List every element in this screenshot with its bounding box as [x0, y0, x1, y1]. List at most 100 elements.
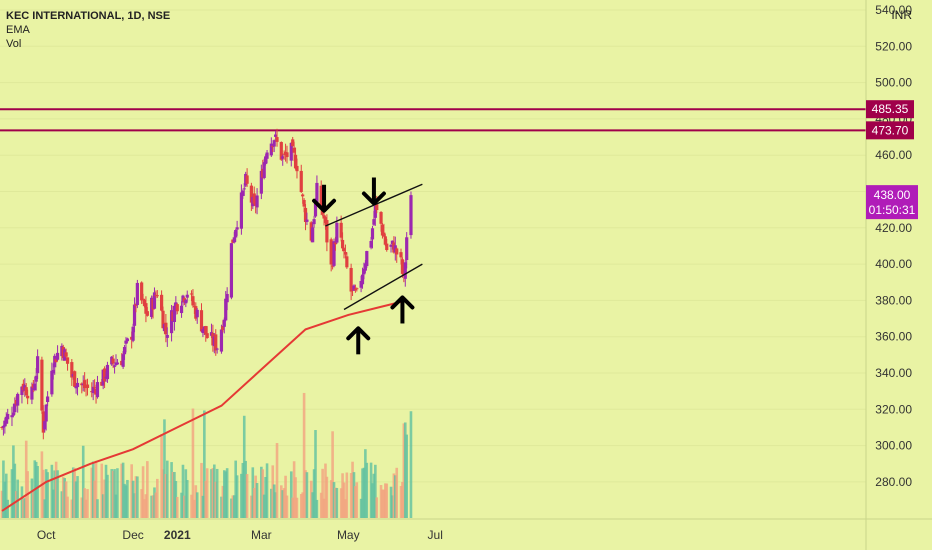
- candle-body: [385, 243, 389, 251]
- candle-body: [164, 322, 168, 335]
- x-tick-label: Jul: [428, 528, 443, 542]
- volume-bar: [194, 485, 198, 518]
- candle-body: [245, 175, 249, 184]
- volume-bar: [223, 470, 226, 518]
- volume-bar: [181, 464, 185, 518]
- volume-bar: [116, 468, 119, 518]
- level-price-label: 473.70: [872, 123, 909, 137]
- volume-bar: [4, 473, 8, 518]
- y-tick-label: 340.00: [875, 366, 912, 380]
- volume-bar: [120, 463, 123, 518]
- volume-bar: [20, 486, 24, 518]
- volume-bar: [364, 449, 367, 518]
- candle-body: [103, 368, 107, 382]
- candle-body: [403, 262, 407, 279]
- volume-bar: [382, 489, 386, 518]
- volume-bar: [265, 463, 269, 518]
- candle-body: [142, 299, 147, 307]
- volume-bar: [331, 431, 334, 518]
- x-tick-label: Mar: [251, 528, 272, 542]
- volume-bar: [123, 483, 126, 518]
- volume-bar: [86, 489, 89, 518]
- candle-body: [380, 224, 385, 236]
- y-tick-label: 520.00: [875, 39, 912, 53]
- volume-bar: [214, 481, 218, 518]
- candle-body: [10, 415, 14, 418]
- candle-body: [291, 139, 295, 147]
- candle-body: [312, 219, 316, 225]
- volume-bar: [355, 482, 359, 518]
- volume-bar: [22, 499, 25, 518]
- candle-body: [362, 268, 366, 275]
- volume-bar: [144, 494, 148, 518]
- volume-bar: [103, 479, 106, 518]
- candle-body: [272, 140, 276, 147]
- candle-body: [73, 371, 77, 387]
- volume-bar: [84, 499, 88, 518]
- volume-bar: [163, 419, 166, 518]
- candle-body: [281, 156, 285, 159]
- candle-body: [155, 295, 159, 297]
- volume-bar: [143, 499, 146, 518]
- volume-bar: [205, 468, 209, 518]
- candle-body: [13, 403, 17, 413]
- candle-body: [264, 156, 268, 164]
- volume-bar: [141, 466, 145, 518]
- candle-body: [26, 395, 30, 399]
- volume-bar: [332, 482, 336, 518]
- candle-body: [64, 352, 68, 357]
- arrow-down-icon: [361, 177, 386, 206]
- candle-body: [239, 192, 243, 229]
- candle-body: [4, 416, 8, 424]
- volume-bar: [385, 483, 389, 518]
- volume-bar: [121, 462, 125, 518]
- candle-body: [349, 267, 353, 292]
- volume-bar: [60, 491, 64, 518]
- candle-body: [85, 384, 90, 388]
- y-tick-label: 300.00: [875, 439, 912, 453]
- volume-bar: [282, 488, 286, 518]
- x-tick-label: Oct: [37, 528, 56, 542]
- volume-bar: [299, 494, 303, 518]
- volume-bar: [46, 472, 49, 518]
- volume-bar: [375, 497, 379, 518]
- candle-body: [360, 274, 365, 285]
- candle-body: [293, 154, 298, 169]
- volume-bar: [230, 498, 233, 518]
- candle-body: [91, 386, 95, 394]
- volume-bar: [302, 392, 306, 518]
- candle-body: [353, 288, 357, 291]
- volume-bar: [164, 474, 168, 518]
- volume-bar: [379, 485, 383, 518]
- candle-body: [249, 185, 253, 203]
- trendline-lower[interactable]: [343, 263, 423, 311]
- candle-body: [359, 280, 363, 288]
- volume-bar: [295, 497, 299, 518]
- x-tick-label: May: [337, 528, 360, 542]
- candle-body: [325, 220, 329, 243]
- x-tick-label: Dec: [122, 528, 143, 542]
- volume-bar: [359, 498, 363, 518]
- candle-body: [339, 222, 343, 238]
- candle-body: [204, 326, 208, 335]
- volume-bar: [32, 489, 35, 518]
- volume-bar: [391, 495, 394, 518]
- volume-bar: [10, 469, 14, 518]
- volume-bar: [100, 463, 104, 518]
- volume-bar: [291, 497, 294, 518]
- volume-bar: [73, 467, 76, 518]
- candle-body: [199, 310, 204, 332]
- ema-line: [1, 299, 407, 512]
- volume-bar: [244, 460, 247, 518]
- candle-body: [313, 199, 318, 217]
- candle-body: [235, 227, 239, 230]
- candle-body: [179, 305, 184, 314]
- volume-bar: [96, 499, 99, 518]
- volume-bar: [345, 472, 349, 518]
- volume-bar: [80, 497, 84, 518]
- volume-bar: [289, 471, 293, 518]
- last-price-tag: [866, 185, 918, 220]
- arrow-up-icon: [390, 295, 415, 324]
- candle-body: [315, 182, 319, 204]
